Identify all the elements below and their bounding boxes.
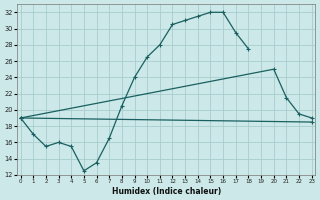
X-axis label: Humidex (Indice chaleur): Humidex (Indice chaleur) bbox=[112, 187, 221, 196]
